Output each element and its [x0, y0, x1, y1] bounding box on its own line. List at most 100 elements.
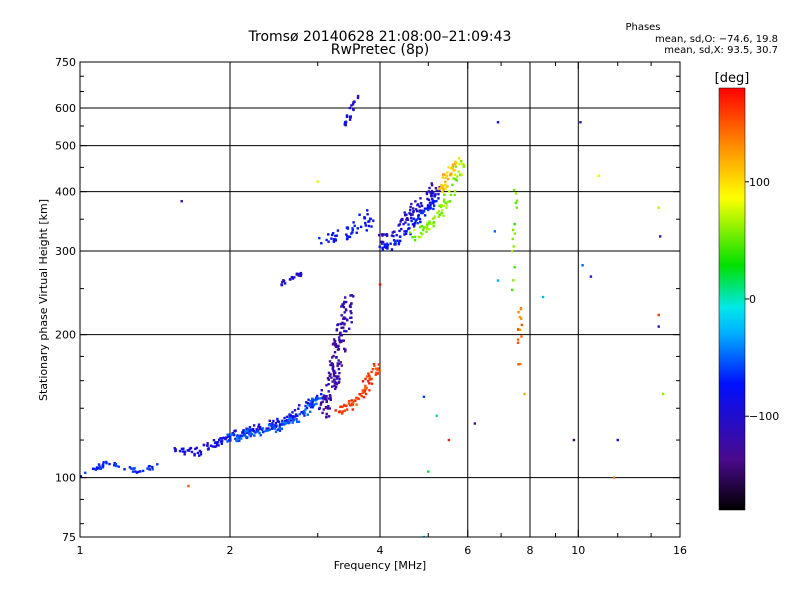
- phase-stats-heading: Phases: [625, 22, 660, 33]
- data-point: [359, 225, 363, 229]
- data-point: [411, 236, 414, 239]
- data-point: [328, 374, 331, 378]
- data-point: [541, 295, 545, 299]
- data-point: [496, 279, 500, 282]
- data-point: [404, 221, 407, 224]
- data-point: [327, 382, 330, 386]
- data-point: [352, 295, 355, 298]
- data-point: [409, 213, 413, 217]
- data-point: [415, 209, 419, 213]
- data-point: [148, 468, 151, 471]
- data-point: [226, 433, 229, 436]
- data-point: [292, 419, 295, 422]
- data-point: [351, 227, 354, 230]
- data-point: [338, 371, 341, 375]
- data-point: [255, 428, 258, 431]
- data-point: [278, 429, 282, 433]
- data-point: [344, 296, 347, 299]
- data-point: [438, 187, 441, 191]
- data-point: [295, 418, 298, 421]
- data-point: [384, 233, 387, 236]
- data-point: [213, 441, 217, 445]
- data-point: [182, 447, 185, 450]
- data-point: [267, 424, 271, 427]
- data-point: [314, 399, 317, 402]
- data-point: [351, 228, 354, 232]
- data-point: [447, 200, 450, 203]
- data-point: [336, 323, 339, 327]
- data-point: [295, 420, 299, 423]
- data-point: [350, 316, 353, 319]
- data-point: [345, 237, 349, 241]
- data-point: [413, 238, 417, 242]
- data-point: [151, 465, 154, 469]
- data-point: [419, 231, 423, 235]
- data-point: [414, 208, 418, 211]
- data-point: [340, 326, 343, 330]
- data-point: [317, 407, 321, 411]
- data-point: [661, 392, 665, 396]
- data-point: [334, 343, 337, 347]
- data-point: [393, 243, 396, 246]
- data-point: [453, 169, 457, 172]
- data-point: [414, 219, 417, 223]
- data-point: [352, 101, 355, 104]
- data-point: [343, 350, 347, 353]
- data-point: [217, 438, 221, 441]
- data-point: [327, 233, 330, 236]
- data-point: [309, 400, 313, 403]
- data-point: [327, 371, 331, 375]
- data-point: [327, 378, 331, 381]
- data-point: [403, 211, 406, 214]
- data-point: [378, 369, 381, 372]
- data-point: [597, 174, 601, 177]
- data-point: [215, 443, 219, 446]
- data-point: [209, 444, 213, 447]
- data-point: [430, 201, 433, 205]
- data-point: [370, 225, 373, 228]
- data-point: [452, 169, 455, 172]
- data-point: [330, 376, 333, 379]
- data-point: [401, 218, 404, 222]
- data-point: [289, 278, 292, 281]
- data-point: [420, 211, 423, 215]
- data-point: [378, 245, 381, 248]
- data-point: [451, 163, 455, 166]
- data-point: [98, 465, 102, 468]
- data-point: [283, 421, 287, 425]
- data-point: [307, 398, 310, 401]
- data-point: [520, 317, 523, 320]
- data-point: [291, 411, 294, 414]
- data-point: [193, 452, 196, 456]
- data-point: [290, 418, 293, 422]
- data-point: [198, 449, 202, 453]
- data-point: [448, 173, 452, 177]
- data-point: [458, 162, 461, 166]
- data-point: [283, 416, 286, 420]
- data-point: [291, 421, 294, 424]
- data-point: [105, 460, 108, 464]
- data-point: [419, 197, 422, 200]
- data-point: [330, 363, 333, 367]
- data-point: [516, 341, 520, 344]
- data-point: [333, 378, 336, 381]
- data-point: [282, 423, 286, 426]
- data-point: [287, 419, 290, 422]
- data-point: [429, 222, 433, 225]
- data-point: [446, 177, 450, 181]
- data-point: [98, 467, 101, 470]
- data-point: [227, 439, 231, 442]
- data-point: [310, 401, 314, 404]
- data-point: [320, 389, 323, 392]
- data-point: [128, 466, 132, 469]
- data-point: [275, 424, 278, 427]
- data-point: [496, 121, 500, 124]
- data-point: [435, 189, 438, 193]
- data-point: [340, 322, 343, 326]
- data-point: [403, 214, 407, 217]
- data-point: [427, 222, 431, 225]
- colorbar-tick-label: 100: [749, 176, 770, 189]
- x-tick-label: 16: [673, 544, 687, 557]
- data-point: [131, 470, 135, 473]
- data-point: [105, 462, 108, 465]
